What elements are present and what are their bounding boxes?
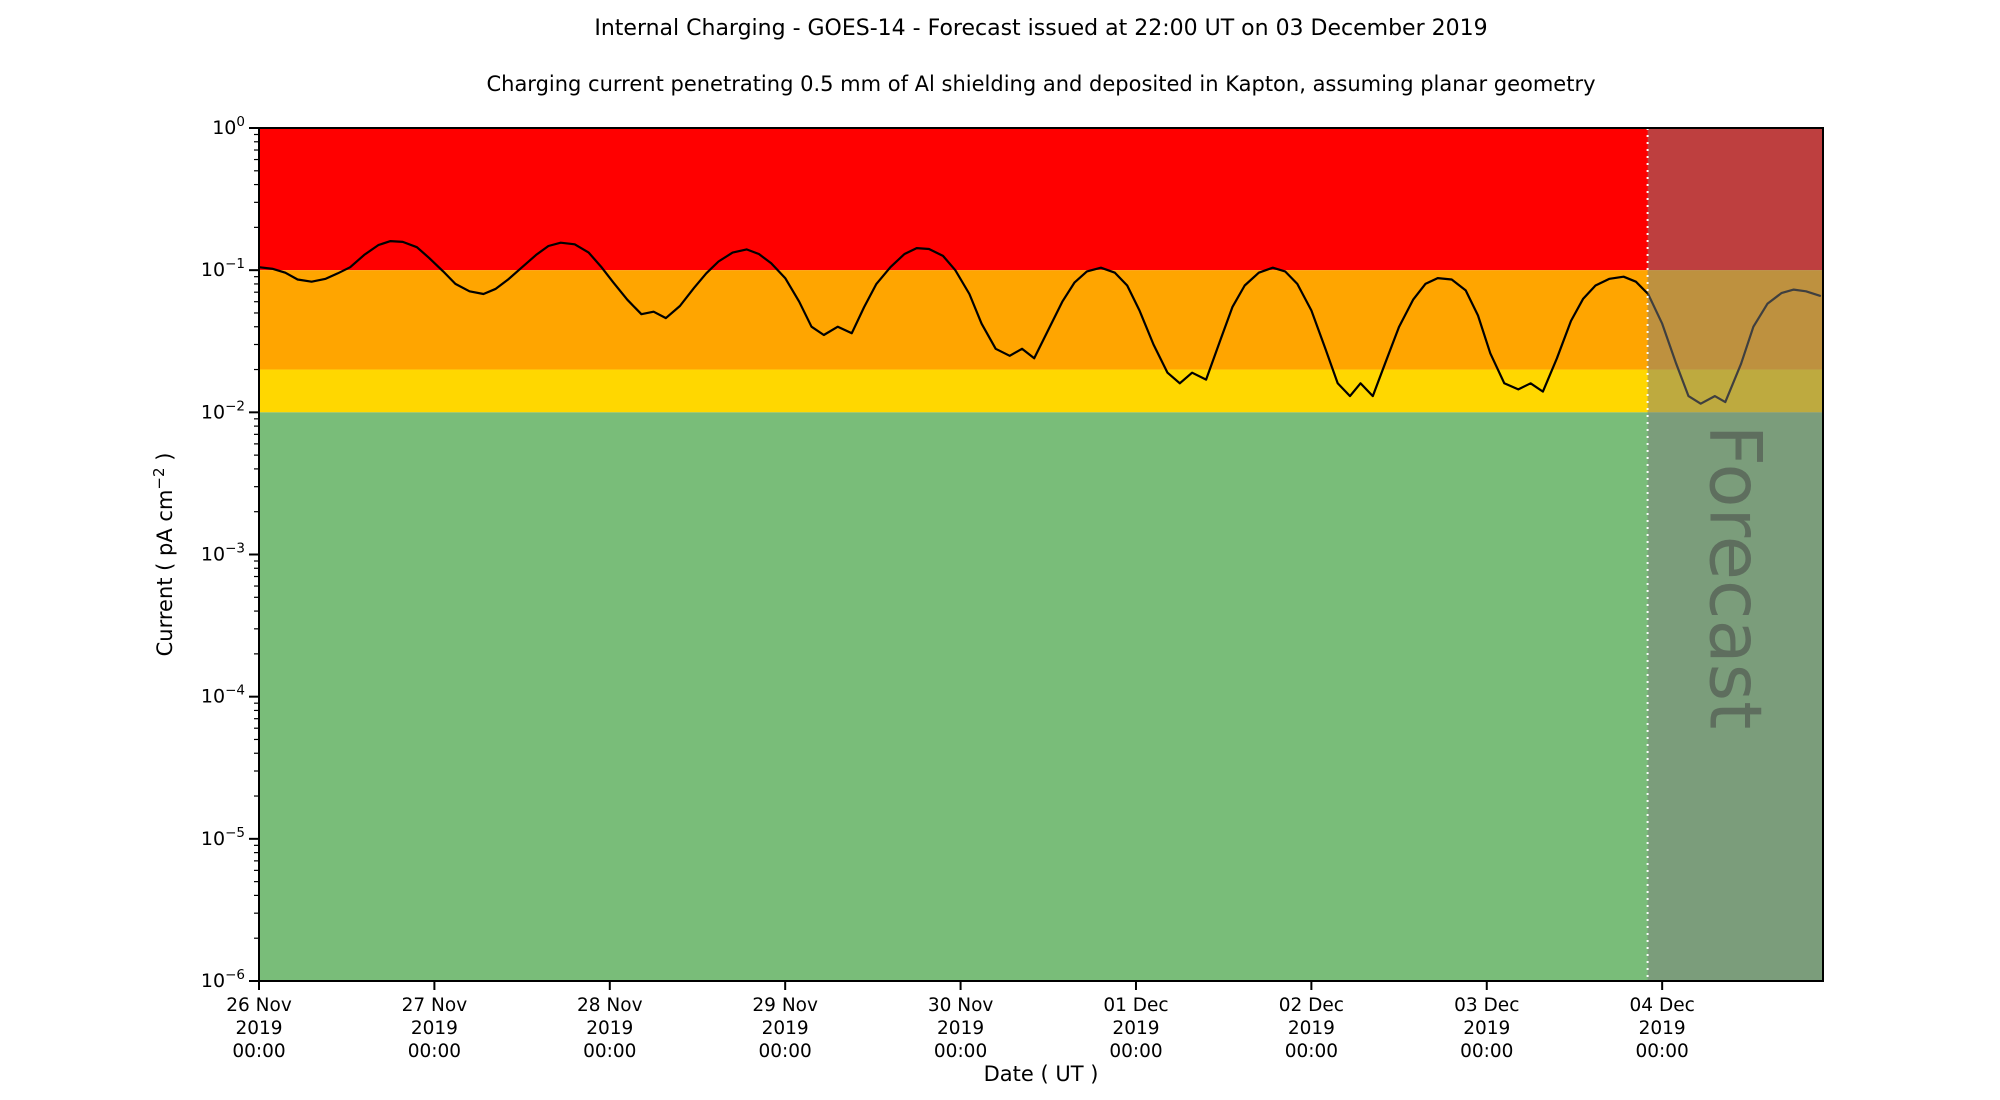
x-tick-label: 00:00 bbox=[1635, 1041, 1688, 1062]
x-tick-label: 2019 bbox=[1463, 1018, 1510, 1039]
x-tick-label: 27 Nov bbox=[402, 995, 468, 1016]
chart-title: Internal Charging - GOES-14 - Forecast i… bbox=[594, 16, 1488, 41]
x-tick-label: 2019 bbox=[235, 1018, 282, 1039]
x-tick-label: 00:00 bbox=[408, 1041, 461, 1062]
x-tick-label: 2019 bbox=[586, 1018, 633, 1039]
series-charging-current bbox=[257, 240, 1822, 405]
x-tick-label: 00:00 bbox=[934, 1041, 987, 1062]
x-tick-label: 2019 bbox=[411, 1018, 458, 1039]
x-tick-label: 2019 bbox=[1639, 1018, 1686, 1039]
x-tick-label: 00:00 bbox=[232, 1041, 285, 1062]
y-tick-label: 10−1 bbox=[201, 256, 245, 281]
x-tick-label: 01 Dec bbox=[1103, 995, 1168, 1016]
band-green bbox=[259, 412, 1823, 981]
x-tick-label: 2019 bbox=[937, 1018, 984, 1039]
x-tick-label: 02 Dec bbox=[1279, 995, 1344, 1016]
y-tick-label: 10−3 bbox=[201, 541, 245, 566]
x-tick-label: 00:00 bbox=[1109, 1041, 1162, 1062]
band-red-alert bbox=[259, 128, 1823, 271]
x-tick-label: 2019 bbox=[762, 1018, 809, 1039]
forecast-label: Forecast bbox=[1693, 425, 1777, 730]
x-tick-label: 2019 bbox=[1112, 1018, 1159, 1039]
x-tick-label: 30 Nov bbox=[928, 995, 994, 1016]
y-tick-label: 10−5 bbox=[201, 825, 245, 850]
x-axis-label: Date ( UT ) bbox=[983, 1062, 1099, 1086]
x-tick-label: 00:00 bbox=[583, 1041, 636, 1062]
x-tick-label: 2019 bbox=[1288, 1018, 1335, 1039]
band-yellow bbox=[259, 369, 1823, 413]
y-axis-label: Current ( pA cm−2 ) bbox=[150, 453, 177, 657]
x-tick-label: 00:00 bbox=[1460, 1041, 1513, 1062]
x-tick-label: 26 Nov bbox=[226, 995, 292, 1016]
band-amber bbox=[259, 270, 1823, 370]
forecast-overlay bbox=[1647, 128, 1823, 981]
y-tick-label: 10−4 bbox=[201, 683, 245, 708]
x-tick-label: 00:00 bbox=[1285, 1041, 1338, 1062]
chart-subtitle: Charging current penetrating 0.5 mm of A… bbox=[486, 72, 1596, 96]
x-tick-label: 03 Dec bbox=[1454, 995, 1519, 1016]
y-tick-label: 10−2 bbox=[201, 398, 245, 423]
y-tick-label: 100 bbox=[212, 114, 245, 139]
y-tick-label: 10−6 bbox=[201, 967, 245, 992]
x-tick-label: 00:00 bbox=[759, 1041, 812, 1062]
x-tick-label: 28 Nov bbox=[577, 995, 643, 1016]
x-tick-label: 29 Nov bbox=[752, 995, 818, 1016]
x-tick-label: 04 Dec bbox=[1630, 995, 1695, 1016]
